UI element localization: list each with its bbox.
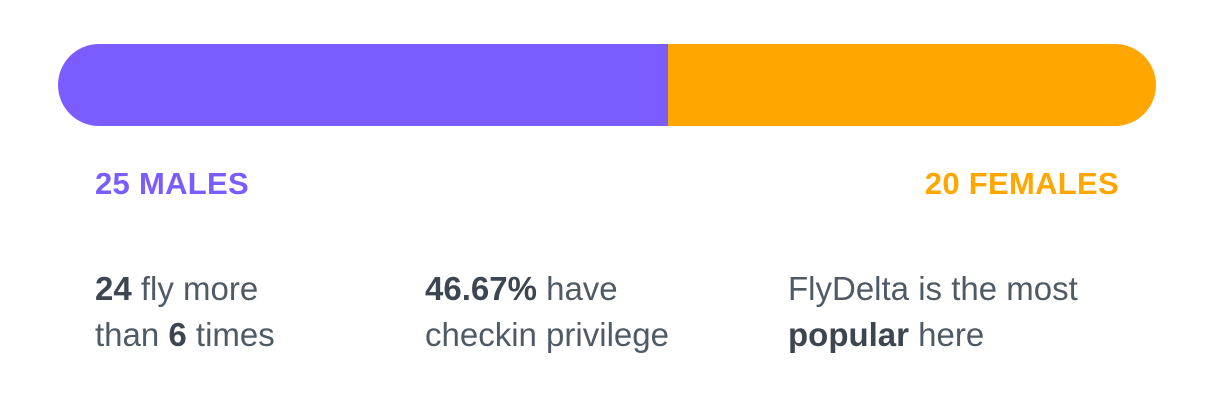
stat-line: checkin privilege <box>425 312 669 358</box>
gender-split-bar <box>58 44 1156 126</box>
stat-popular-airline: FlyDelta is the most popular here <box>788 266 1078 358</box>
bar-segment-males <box>58 44 668 126</box>
stat-line: than 6 times <box>95 312 275 358</box>
females-label: 20 FEMALES <box>924 166 1119 201</box>
stat-value: 46.67% <box>425 270 537 307</box>
stat-text: have <box>536 270 618 307</box>
stat-value: 24 <box>95 270 132 307</box>
stat-frequent-flyers: 24 fly more than 6 times <box>95 266 275 358</box>
stat-checkin-privilege: 46.67% have checkin privilege <box>425 266 669 358</box>
stat-text: checkin privilege <box>425 316 669 353</box>
stat-line: popular here <box>788 312 1078 358</box>
stat-text: fly more <box>131 270 259 307</box>
males-label: 25 MALES <box>95 166 249 201</box>
bar-segment-females <box>668 44 1156 126</box>
stat-text: than <box>95 316 169 353</box>
stat-text: times <box>186 316 275 353</box>
stat-text: here <box>909 316 985 353</box>
stat-text: FlyDelta is the most <box>788 270 1078 307</box>
stat-value: popular <box>788 316 909 353</box>
stat-line: 46.67% have <box>425 266 669 312</box>
stat-value: 6 <box>168 316 187 353</box>
stat-line: FlyDelta is the most <box>788 266 1078 312</box>
stat-line: 24 fly more <box>95 266 275 312</box>
